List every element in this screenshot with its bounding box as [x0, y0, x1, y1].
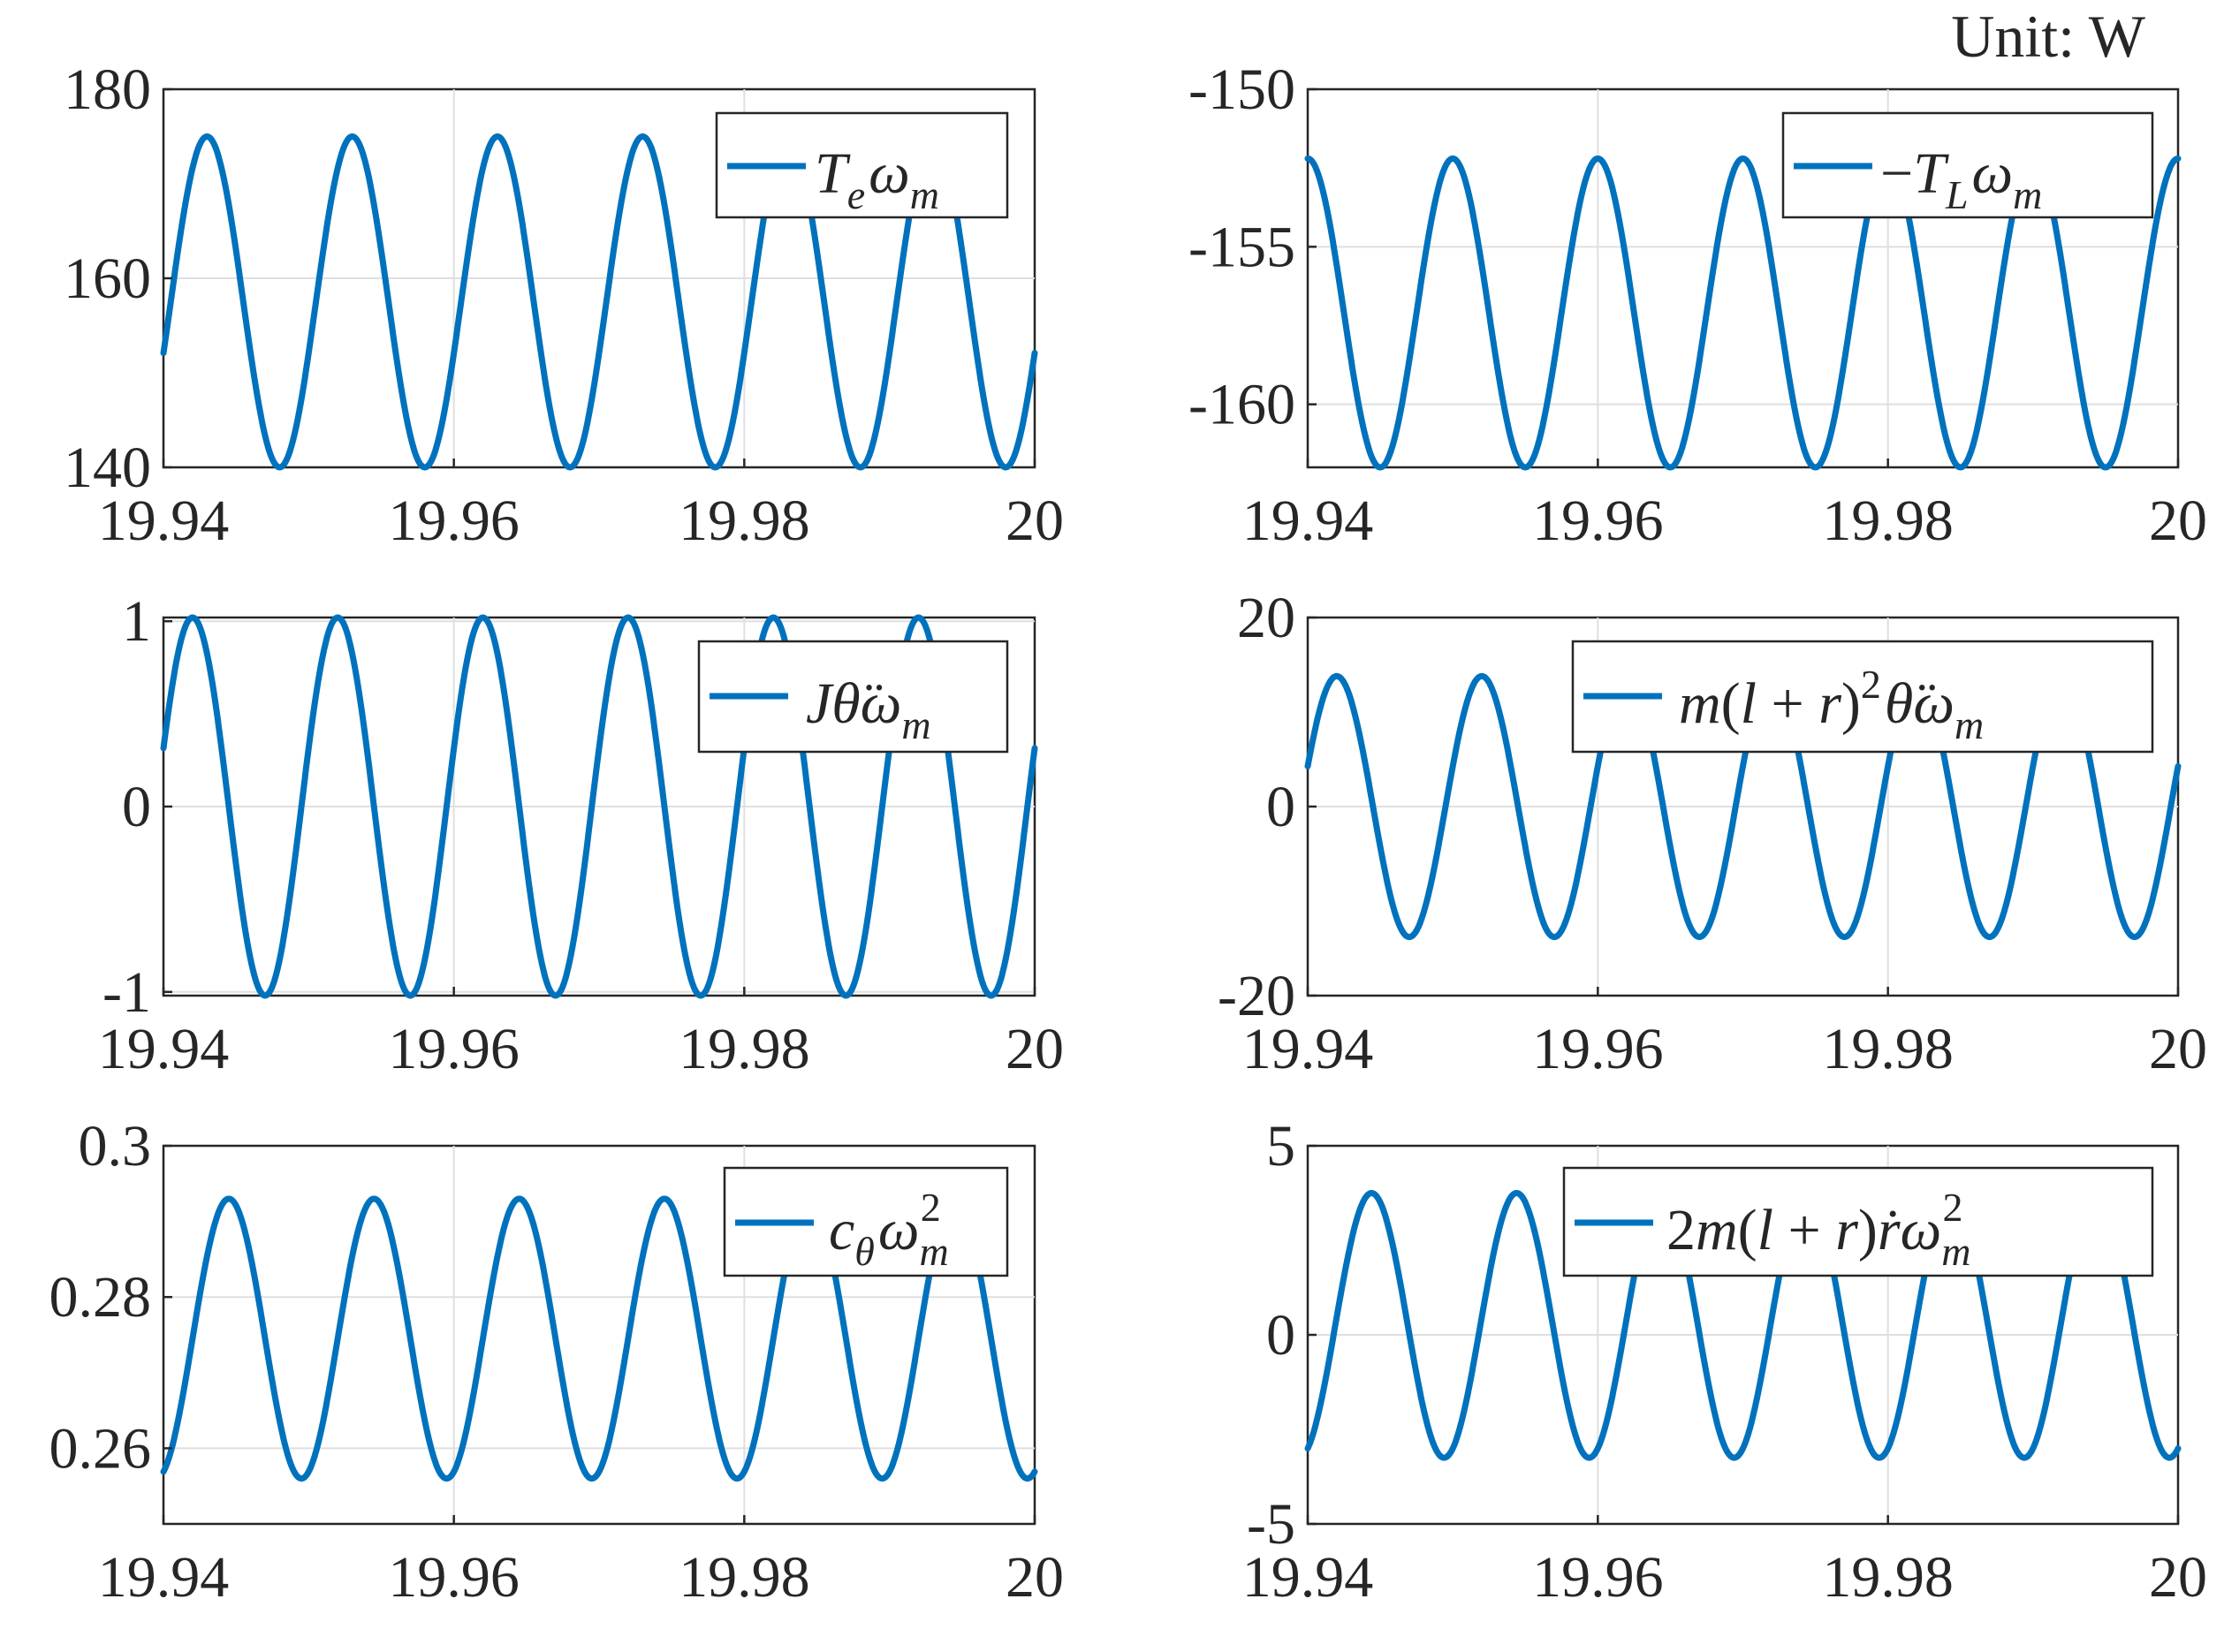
- y-tick-label: 160: [64, 246, 151, 311]
- x-tick-label: 19.94: [1242, 489, 1374, 553]
- x-tick-label: 20: [2149, 489, 2207, 553]
- x-tick-label: 20: [1006, 1017, 1064, 1081]
- legend: Jθ̈ωm: [697, 640, 1009, 754]
- legend-label: Teωm: [815, 141, 939, 217]
- x-tick-label: 19.94: [98, 1545, 230, 1610]
- panel-m-lr2-thetaddot-omega: 19.94 19.96 19.98 20 -20 0 20 m(l + r)2θ̈ωm: [1218, 586, 2207, 1081]
- y-tick-label: 5: [1266, 1114, 1295, 1178]
- x-tick-label: 19.96: [1532, 489, 1664, 553]
- x-tick-label: 19.94: [98, 489, 230, 553]
- unit-label: Unit: W: [1951, 3, 2146, 70]
- y-tick-label: -155: [1188, 215, 1295, 279]
- x-tick-label: 19.96: [1532, 1017, 1664, 1081]
- x-tick-label: 19.96: [1532, 1545, 1664, 1610]
- y-tick-label: 0.28: [49, 1265, 152, 1330]
- x-tick-label: 20: [2149, 1017, 2207, 1081]
- x-tick-label: 19.94: [1242, 1017, 1374, 1081]
- x-tick-label: 19.94: [98, 1017, 230, 1081]
- legend: −TLωm: [1781, 111, 2154, 219]
- series-line: [160, 1195, 1038, 1482]
- y-tick-label: 0.26: [49, 1416, 152, 1481]
- legend: cθωm2: [723, 1166, 1009, 1277]
- series-line: [1304, 672, 2182, 941]
- x-tick-label: 19.98: [679, 1017, 810, 1081]
- y-tick-label: 0: [1266, 775, 1295, 839]
- y-tick-label: 0: [1266, 1303, 1295, 1368]
- y-tick-label: 0.3: [79, 1114, 152, 1178]
- x-tick-label: 20: [1006, 1545, 1064, 1610]
- y-tick-label: -150: [1188, 57, 1295, 122]
- panel-neg-tl-omega: 19.94 19.96 19.98 20 -160 -155 -150 −TLωm: [1188, 57, 2207, 553]
- y-tick-label: 20: [1237, 586, 1295, 650]
- y-tick-label: -1: [102, 960, 151, 1025]
- series-line: [1304, 1190, 2182, 1461]
- x-tick-label: 19.94: [1242, 1545, 1374, 1610]
- x-tick-label: 19.98: [679, 1545, 810, 1610]
- series-line: [160, 133, 1038, 471]
- x-tick-label: 19.96: [388, 489, 520, 553]
- panel-2m-lr-rdot-omega2: 19.94 19.96 19.98 20 -5 0 5 2m(l + r)ṙωm2: [1242, 1114, 2207, 1610]
- panel-ctheta-omega2: 19.94 19.96 19.98 20 0.26 0.28 0.3 cθωm2: [49, 1114, 1065, 1610]
- x-tick-label: 20: [1006, 489, 1064, 553]
- y-tick-label: -5: [1247, 1492, 1295, 1557]
- legend-label: cθωm2: [829, 1185, 949, 1274]
- x-tick-label: 19.96: [388, 1545, 520, 1610]
- x-tick-label: 19.98: [1822, 1545, 1954, 1610]
- x-tick-label: 19.98: [679, 489, 810, 553]
- y-tick-label: -20: [1218, 964, 1295, 1028]
- x-tick-label: 19.96: [388, 1017, 520, 1081]
- legend-label: 2m(l + r)ṙωm2: [1666, 1185, 1970, 1274]
- x-tick-label: 19.98: [1822, 489, 1954, 553]
- y-tick-label: -160: [1188, 373, 1295, 437]
- panel-te-omega: 19.94 19.96 19.98 20 140 160 180 Teωm: [64, 57, 1064, 553]
- legend-label: m(l + r)2θ̈ωm: [1679, 662, 1984, 747]
- legend: 2m(l + r)ṙωm2: [1562, 1166, 2154, 1277]
- panel-j-thetaddot-omega: 19.94 19.96 19.98 20 -1 0 1 Jθ̈ωm: [98, 589, 1064, 1081]
- x-tick-label: 20: [2149, 1545, 2207, 1610]
- y-tick-label: 180: [64, 57, 151, 122]
- y-tick-label: 0: [122, 775, 151, 839]
- x-tick-label: 19.98: [1822, 1017, 1954, 1081]
- legend: Teωm: [715, 111, 1009, 219]
- y-tick-label: 1: [122, 589, 151, 654]
- y-tick-label: 140: [64, 436, 151, 500]
- legend: m(l + r)2θ̈ωm: [1571, 640, 2154, 754]
